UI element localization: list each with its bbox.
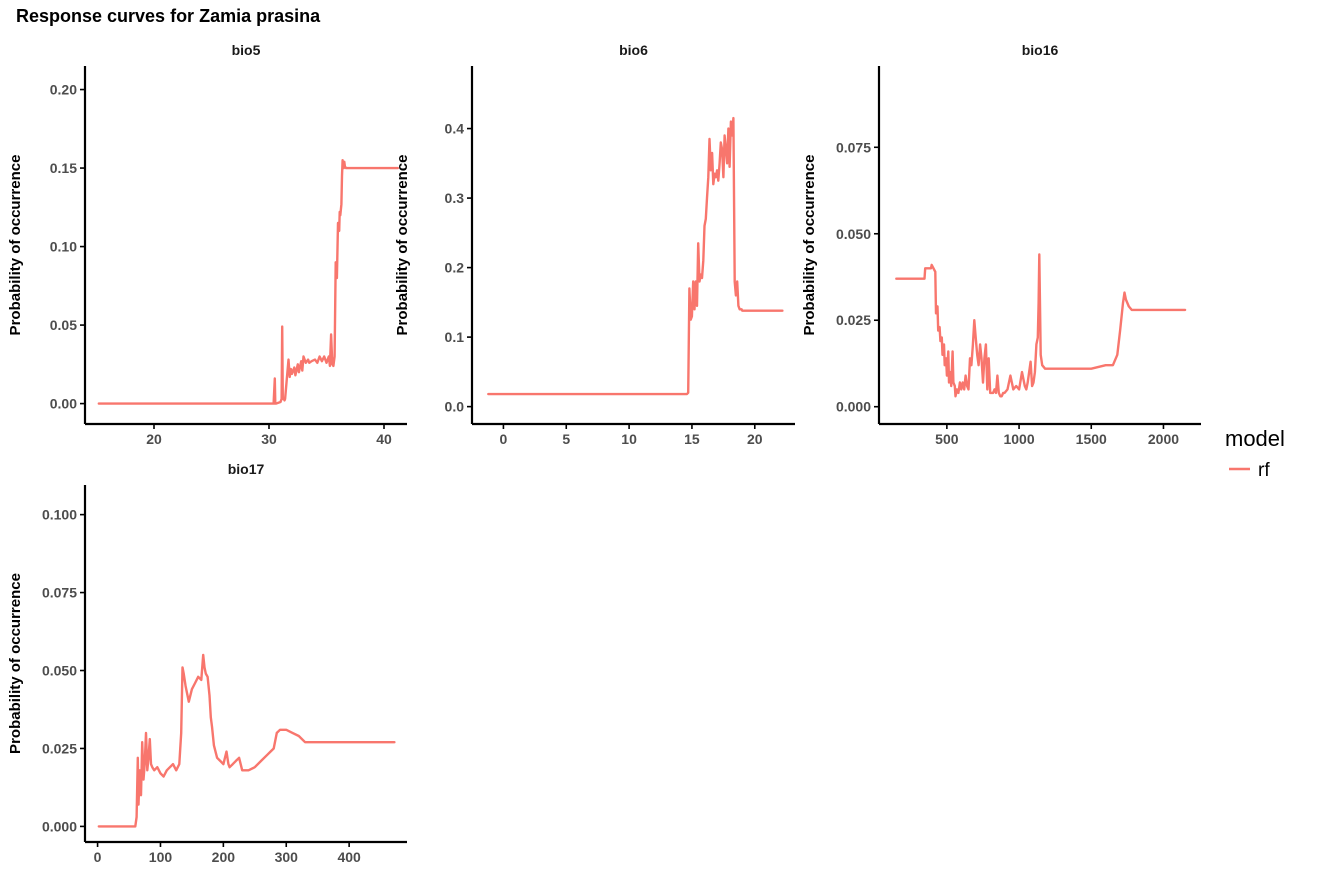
legend-label-rf: rf <box>1258 460 1270 481</box>
y-tick-label: 0.20 <box>50 82 77 98</box>
panel-title-bio16: bio16 <box>1022 42 1059 58</box>
x-tick-label: 100 <box>149 849 173 865</box>
y-tick-label: 0.05 <box>50 317 77 333</box>
legend-title: model <box>1225 426 1285 451</box>
y-axis-title: Probability of occurrence <box>394 155 411 336</box>
y-axis-title: Probability of occurrence <box>7 155 24 336</box>
x-tick-label: 1500 <box>1076 431 1107 447</box>
y-tick-label: 0.00 <box>50 396 77 412</box>
y-tick-label: 0.050 <box>42 663 77 679</box>
y-tick-label: 0.4 <box>445 121 465 137</box>
panel-title-bio6: bio6 <box>619 42 648 58</box>
x-tick-label: 15 <box>684 431 700 447</box>
y-tick-label: 0.000 <box>836 399 871 415</box>
series-line-rf <box>895 253 1187 398</box>
x-tick-label: 5 <box>562 431 570 447</box>
y-axis-title: Probability of occurrence <box>7 573 24 754</box>
y-tick-label: 0.2 <box>445 260 465 276</box>
y-tick-label: 0.025 <box>42 740 77 756</box>
x-tick-label: 1000 <box>1003 431 1034 447</box>
x-tick-label: 2000 <box>1148 431 1179 447</box>
y-tick-label: 0.15 <box>50 160 77 176</box>
series-line-rf <box>487 116 784 396</box>
panel-title-bio5: bio5 <box>232 42 261 58</box>
y-tick-label: 0.075 <box>42 585 77 601</box>
legend: model rf <box>1225 426 1285 481</box>
panel-bio5: bio5 0.00 0.05 0.10 0.15 0.20 20 30 40 Probabilit… <box>7 42 407 447</box>
x-tick-label: 0 <box>94 849 102 865</box>
y-tick-label: 0.050 <box>836 226 871 242</box>
y-tick-label: 0.0 <box>445 399 465 415</box>
x-tick-label: 300 <box>275 849 299 865</box>
panel-title-bio17: bio17 <box>228 461 265 477</box>
y-axis-title: Probability of occurrence <box>801 155 818 336</box>
x-tick-label: 10 <box>621 431 637 447</box>
y-tick-label: 0.075 <box>836 139 871 155</box>
y-tick-label: 0.10 <box>50 239 77 255</box>
x-tick-label: 40 <box>376 431 392 447</box>
x-tick-label: 0 <box>500 431 508 447</box>
y-tick-label: 0.000 <box>42 818 77 834</box>
x-tick-label: 200 <box>212 849 236 865</box>
y-tick-label: 0.1 <box>445 329 465 345</box>
x-tick-label: 20 <box>146 431 162 447</box>
y-tick-label: 0.100 <box>42 507 77 523</box>
figure-title: Response curves for Zamia prasina <box>16 6 321 26</box>
panel-bio6: bio6 0.0 0.1 0.2 0.3 0.4 0 5 10 15 20 Probability o… <box>394 42 795 447</box>
x-tick-label: 30 <box>261 431 277 447</box>
series-line-rf <box>97 159 399 405</box>
panel-bio16: bio16 0.000 0.025 0.050 0.075 500 1000 1500 2000… <box>801 42 1201 447</box>
panel-bio17: bio17 0.000 0.025 0.050 0.075 0.100 0 100 200 300… <box>7 461 407 865</box>
y-tick-label: 0.3 <box>445 190 465 206</box>
y-tick-label: 0.025 <box>836 312 871 328</box>
x-tick-label: 400 <box>337 849 361 865</box>
x-tick-label: 500 <box>935 431 959 447</box>
x-tick-label: 20 <box>747 431 763 447</box>
series-line-rf <box>97 653 396 828</box>
